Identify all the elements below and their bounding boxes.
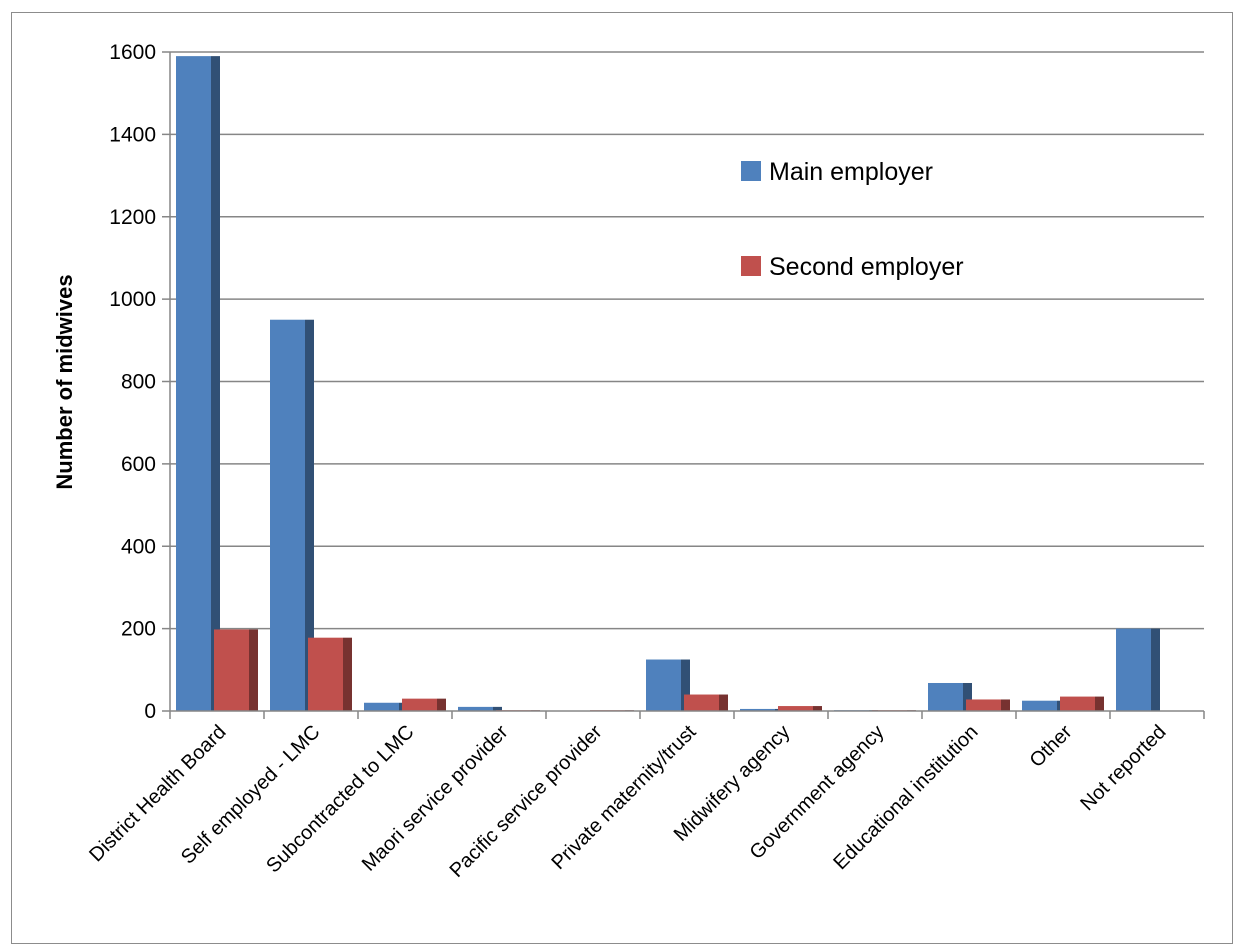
bar-side [681, 659, 690, 711]
y-tick-label: 400 [121, 535, 156, 558]
bar-face [364, 702, 399, 711]
bar-face [966, 699, 1001, 711]
y-tick-label: 1200 [109, 206, 156, 229]
bar-face [1060, 696, 1095, 711]
bar-face [458, 706, 493, 711]
y-tick-label: 800 [121, 371, 156, 394]
legend-label: Main employer [769, 158, 933, 186]
bar-side [719, 694, 728, 711]
y-tick-label: 600 [121, 453, 156, 476]
bar-face [740, 708, 775, 711]
bar-main-employer [1116, 628, 1160, 711]
bar-face [646, 659, 681, 711]
legend-swatch [741, 256, 761, 276]
bar-side [249, 629, 258, 711]
bar-main-employer [928, 682, 972, 711]
y-tick-label: 1600 [109, 41, 156, 64]
bar-second-employer [214, 629, 258, 711]
bar-side [493, 706, 502, 711]
bar-second-employer [402, 698, 446, 711]
bar-side [1001, 699, 1010, 711]
legend-swatch [741, 161, 761, 181]
bar-side [343, 637, 352, 711]
bar-second-employer [308, 637, 352, 711]
axes [169, 52, 1204, 712]
bar-main-employer [270, 319, 314, 711]
x-tick-label: Other [1026, 721, 1077, 772]
bar-main-employer [364, 702, 408, 711]
gridlines [162, 51, 1205, 719]
bar-second-employer [684, 694, 728, 711]
y-tick-label: 1000 [109, 288, 156, 311]
y-tick-label: 0 [144, 700, 156, 723]
bar-face [270, 319, 305, 711]
bar-main-employer [176, 56, 220, 711]
bar-side [1151, 628, 1160, 711]
bar-side [211, 56, 220, 711]
bar-face [176, 56, 211, 711]
y-axis-title: Number of midwives [52, 274, 77, 489]
x-tick-label: Pacific service provider [446, 721, 607, 882]
y-tick-label: 1400 [109, 123, 156, 146]
bar-face [308, 637, 343, 711]
bar-face [928, 682, 963, 711]
bar-face [1116, 628, 1151, 711]
x-tick-label: Not reported [1076, 721, 1170, 815]
y-tick-labels: 0 200 400 600 800 1000 1200 1400 1600 [109, 41, 156, 723]
bar-face [214, 629, 249, 711]
y-tick-label: 200 [121, 618, 156, 641]
bar-side [1095, 696, 1104, 711]
bar-face [778, 706, 813, 711]
bar-side [305, 319, 314, 711]
bar-second-employer [1060, 696, 1104, 711]
bar-side [813, 706, 822, 711]
bar-side [437, 698, 446, 711]
bars [176, 56, 1160, 711]
bar-main-employer [458, 706, 502, 711]
legend-label: Second employer [769, 253, 964, 281]
bar-face [684, 694, 719, 711]
bar-main-employer [1022, 700, 1066, 711]
bar-second-employer [966, 699, 1010, 711]
bar-side [963, 682, 972, 711]
bar-face [402, 698, 437, 711]
bar-face [1022, 700, 1057, 711]
bar-main-employer [646, 659, 690, 711]
legend: Main employer Second employer [741, 158, 964, 281]
bar-second-employer [778, 706, 822, 711]
